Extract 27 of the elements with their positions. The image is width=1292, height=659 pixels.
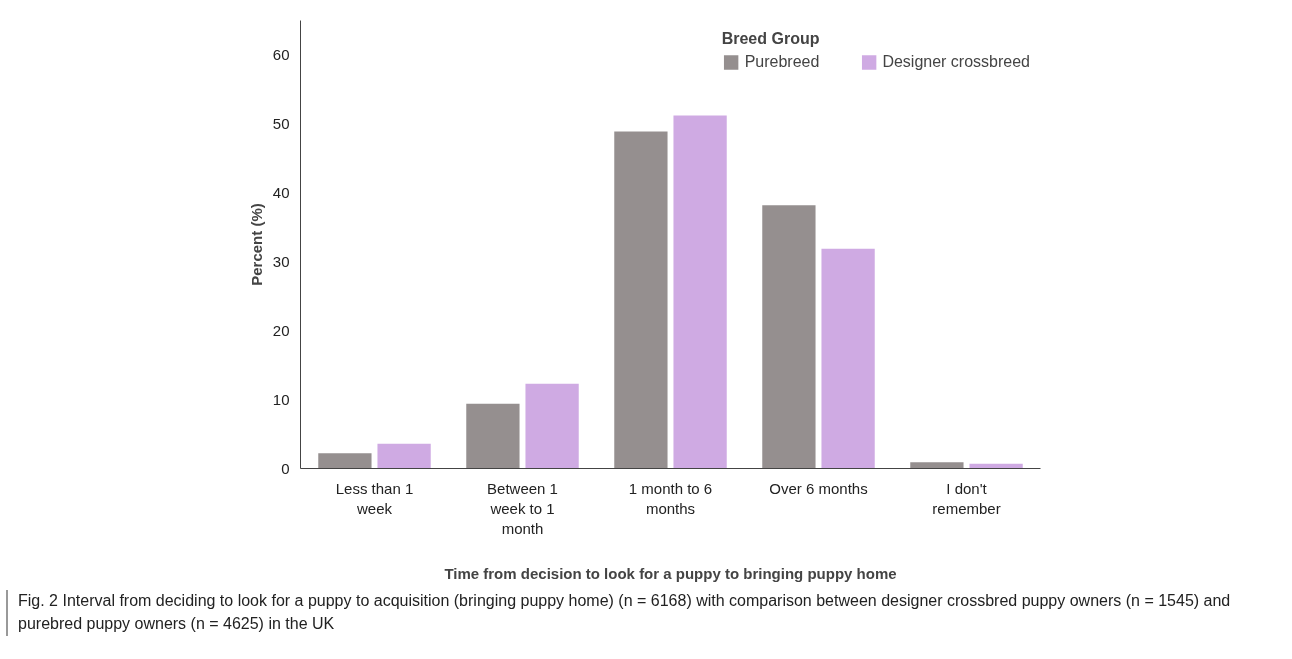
y-tick-label: 10 bbox=[272, 390, 290, 408]
y-tick-label: 40 bbox=[272, 183, 290, 201]
legend-label: Purebreed bbox=[744, 53, 820, 71]
bar bbox=[525, 383, 579, 469]
bar bbox=[821, 248, 875, 469]
y-axis-title: Percent (%) bbox=[247, 203, 265, 286]
bar bbox=[318, 453, 372, 469]
bar bbox=[466, 403, 520, 469]
legend-title: Breed Group bbox=[721, 30, 821, 48]
y-tick-label: 30 bbox=[272, 252, 290, 270]
x-tick-label: Between 1 week to 1 month bbox=[487, 479, 558, 538]
x-tick-label: I don't remember bbox=[932, 479, 1001, 517]
y-tick-label: 20 bbox=[272, 321, 290, 339]
x-tick-label: Less than 1 week bbox=[335, 479, 414, 517]
bar bbox=[762, 205, 816, 469]
y-tick-label: 50 bbox=[272, 114, 290, 132]
bar bbox=[673, 115, 727, 469]
bar bbox=[377, 443, 431, 469]
y-tick-label: 0 bbox=[281, 459, 290, 477]
x-tick-label: 1 month to 6 months bbox=[628, 479, 713, 517]
caption: Fig. 2 Interval from deciding to look for a puppy to acquisition (bringing puppy home) (n = 6168) with comparison between designer crossbred puppy owners (n = 1545) and purebred puppy owners (n = 4625) in the UK bbox=[18, 591, 1232, 634]
bar bbox=[614, 131, 668, 469]
x-tick-label: Over 6 months bbox=[769, 479, 868, 497]
bar bbox=[910, 462, 964, 469]
y-tick-label: 60 bbox=[272, 45, 290, 63]
x-axis-title: Time from decision to look for a puppy to bringing puppy home bbox=[444, 565, 897, 583]
legend-label: Designer crossbreed bbox=[882, 53, 1030, 71]
